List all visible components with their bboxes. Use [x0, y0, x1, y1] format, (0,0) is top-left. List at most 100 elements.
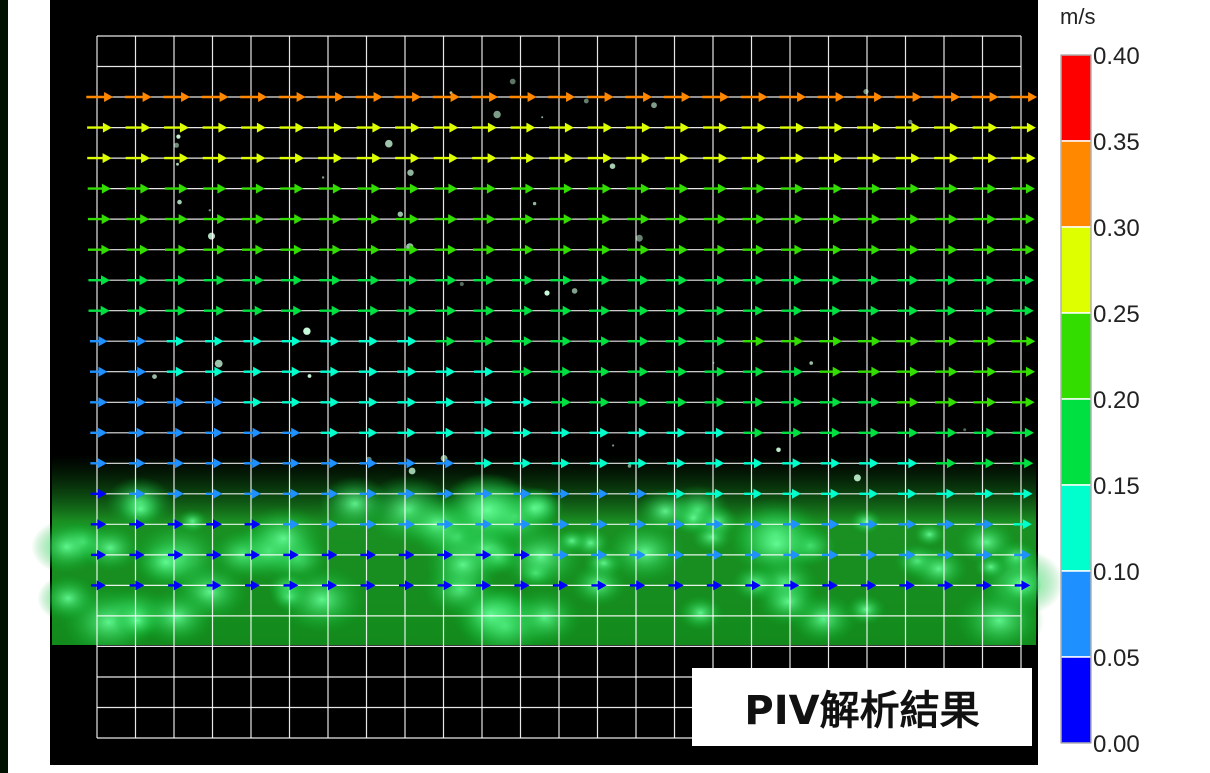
velocity-vector [168, 580, 183, 591]
velocity-vector [744, 519, 762, 530]
velocity-vector [934, 183, 958, 194]
velocity-vector [934, 366, 958, 377]
velocity-vector [664, 153, 690, 164]
velocity-vector [514, 580, 530, 591]
sediment-grain [319, 476, 391, 532]
velocity-vector [129, 549, 145, 560]
velocity-vector [166, 397, 185, 408]
velocity-vector [434, 244, 457, 255]
velocity-vector [895, 122, 921, 133]
velocity-vector [819, 214, 843, 225]
velocity-vector [127, 305, 149, 316]
velocity-vector [1012, 275, 1034, 286]
velocity-vector [743, 305, 765, 316]
velocity-vector [360, 549, 376, 560]
velocity-vector [934, 336, 958, 347]
velocity-vector [857, 214, 881, 225]
velocity-vector [587, 122, 613, 133]
velocity-vector [1013, 488, 1033, 499]
velocity-vector [436, 458, 455, 469]
tracer-particle [544, 290, 550, 296]
velocity-vector [280, 275, 303, 286]
velocity-vector [934, 122, 959, 133]
velocity-vector [935, 397, 958, 408]
velocity-vector [511, 275, 534, 286]
velocity-vector [509, 92, 537, 102]
velocity-vector [971, 92, 999, 102]
velocity-vector [434, 275, 457, 286]
velocity-vector [819, 397, 842, 408]
velocity-vector [357, 275, 380, 286]
velocity-vector [129, 580, 145, 591]
velocity-vector [474, 366, 494, 377]
velocity-vector [591, 549, 608, 560]
tracer-particle [407, 169, 414, 176]
velocity-vector [552, 549, 569, 560]
velocity-vector [667, 519, 685, 530]
velocity-vector [588, 244, 611, 255]
velocity-vector [511, 214, 535, 225]
velocity-vector [589, 305, 611, 316]
velocity-vector [280, 183, 304, 194]
velocity-vector [203, 183, 227, 194]
velocity-vector [126, 275, 149, 286]
velocity-vector [704, 366, 726, 377]
velocity-vector [358, 366, 378, 377]
velocity-vector [856, 92, 884, 102]
velocity-vector [360, 580, 376, 591]
velocity-vector [974, 305, 996, 316]
velocity-vector [974, 458, 995, 469]
velocity-vector [473, 244, 496, 255]
velocity-vector [972, 153, 998, 164]
velocity-vector [819, 183, 843, 194]
velocity-vector [780, 183, 804, 194]
velocity-vector [896, 275, 919, 286]
velocity-vector [244, 549, 261, 560]
velocity-vector [436, 519, 454, 530]
velocity-vector [437, 549, 453, 560]
tracer-particle [609, 163, 616, 169]
velocity-vector [511, 244, 534, 255]
velocity-vector [164, 214, 188, 225]
velocity-vector [549, 153, 574, 164]
tracer-particle [853, 474, 861, 482]
velocity-vector [857, 122, 882, 133]
velocity-vector [241, 153, 266, 164]
velocity-vector [627, 305, 649, 316]
velocity-vector [626, 214, 650, 225]
sediment-grain [555, 528, 589, 554]
velocity-vector [819, 336, 843, 347]
velocity-vector [164, 153, 189, 164]
tracer-particle [459, 282, 464, 286]
sediment-grain [118, 492, 163, 526]
velocity-vector [359, 427, 378, 438]
tracer-particle [509, 78, 516, 85]
velocity-vector [550, 244, 573, 255]
colorbar-tick-label: 0.30 [1093, 215, 1140, 242]
velocity-vector [858, 305, 880, 316]
sediment-grain [909, 545, 969, 592]
velocity-vector [472, 214, 496, 225]
velocity-vector [817, 92, 845, 102]
velocity-vector [474, 427, 494, 438]
velocity-vector [394, 92, 422, 102]
velocity-vector [822, 580, 838, 591]
velocity-vector [780, 153, 805, 164]
velocity-vector [395, 183, 419, 194]
velocity-vector [626, 183, 650, 194]
velocity-vector [241, 183, 265, 194]
velocity-vector [87, 153, 112, 164]
colorbar-tick-label: 0.25 [1093, 301, 1140, 328]
velocity-vector [666, 427, 687, 438]
velocity-vector [860, 580, 877, 591]
velocity-vector [205, 336, 224, 347]
sediment-grain [755, 576, 821, 627]
velocity-vector [666, 397, 687, 408]
velocity-vector [974, 488, 994, 499]
velocity-vector [321, 519, 338, 530]
velocity-vector [204, 305, 226, 316]
colorbar-tick-label: 0.05 [1093, 645, 1140, 672]
velocity-vector [742, 366, 765, 377]
velocity-vector [820, 427, 841, 438]
